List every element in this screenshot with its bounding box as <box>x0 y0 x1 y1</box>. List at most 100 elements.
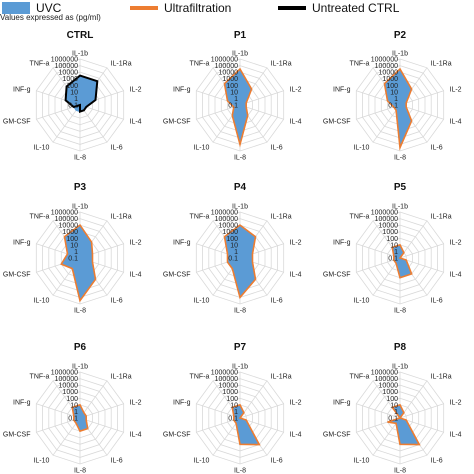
axis-label-inf-g: INF-g <box>13 239 31 246</box>
axis-label-inf-g: INF-g <box>13 399 31 406</box>
grid-spoke <box>196 403 241 419</box>
series-ultrafiltration <box>391 243 413 279</box>
axis-label-il-10: IL-10 <box>33 145 49 152</box>
ring-label: 100000 <box>375 63 398 70</box>
panel-title: P1 <box>234 30 247 41</box>
axis-label-tnf-a: TNF-a <box>350 373 370 380</box>
ring-label: 10 <box>390 89 398 96</box>
axis-label-gm-csf: GM-CSF <box>3 272 31 279</box>
ring-label: 100 <box>386 396 398 403</box>
axis-label-il-1ra: IL-1Ra <box>271 213 292 220</box>
axis-label-gm-csf: GM-CSF <box>323 119 351 126</box>
axis-label-il-1b: IL-1b <box>72 364 88 371</box>
axis-label-inf-g: INF-g <box>13 86 31 93</box>
ring-label: 10000 <box>379 383 399 390</box>
panel-title: CTRL <box>67 30 94 41</box>
axis-label-il-2: IL-2 <box>290 239 302 246</box>
axis-label-il-2: IL-2 <box>290 86 302 93</box>
axis-label-gm-csf: GM-CSF <box>163 432 191 439</box>
panel-title: P6 <box>74 342 87 353</box>
grid-spoke <box>239 104 284 120</box>
ring-label: 0.1 <box>388 103 398 110</box>
ring-label: 100 <box>386 83 398 90</box>
grid-spoke <box>399 104 444 120</box>
ring-label: 100000 <box>215 216 238 223</box>
ring-label: 10 <box>230 89 238 96</box>
panel-title: P8 <box>394 342 407 353</box>
grid-spoke <box>399 220 428 259</box>
grid-spoke <box>399 380 428 419</box>
ring-label: 0.1 <box>68 416 78 423</box>
axis-label-il-6: IL-6 <box>271 458 283 465</box>
ring-label: 10000 <box>59 223 79 230</box>
grid-spoke <box>52 104 81 143</box>
ring-label: 1000000 <box>51 57 78 64</box>
axis-label-il-4: IL-4 <box>290 119 302 126</box>
grid-spoke <box>239 90 284 106</box>
ring-label: 10 <box>230 402 238 409</box>
axis-label-il-6: IL-6 <box>111 298 123 305</box>
axis-label-il-1ra: IL-1Ra <box>271 373 292 380</box>
axis-label-il-1ra: IL-1Ra <box>111 213 132 220</box>
ring-label: 100 <box>226 236 238 243</box>
grid-spoke <box>79 417 124 433</box>
ring-label: 10 <box>70 242 78 249</box>
axis-label-il-8: IL-8 <box>74 308 86 315</box>
ring-label: 10000 <box>219 383 239 390</box>
axis-label-il-2: IL-2 <box>130 239 142 246</box>
axis-label-il-1b: IL-1b <box>392 204 408 211</box>
axis-label-il-1ra: IL-1Ra <box>431 60 452 67</box>
axis-label-il-2: IL-2 <box>290 399 302 406</box>
ring-label: 100000 <box>375 376 398 383</box>
series-ultrafiltration <box>383 67 413 151</box>
axis-label-il-1ra: IL-1Ra <box>111 373 132 380</box>
ring-label: 0.1 <box>388 256 398 263</box>
axis-label-il-1b: IL-1b <box>232 204 248 211</box>
panel-title: P5 <box>394 182 407 193</box>
ring-label: 1 <box>234 96 238 103</box>
axis-label-tnf-a: TNF-a <box>30 213 50 220</box>
ring-label: 1 <box>74 249 78 256</box>
ring-label: 10000 <box>379 70 399 77</box>
series-ultrafiltration <box>71 403 89 433</box>
ring-label: 100000 <box>215 376 238 383</box>
series-ultrafiltration <box>223 67 253 148</box>
axis-label-il-2: IL-2 <box>130 86 142 93</box>
ring-label: 10000 <box>219 223 239 230</box>
axis-label-il-4: IL-4 <box>290 272 302 279</box>
grid-spoke <box>356 257 401 273</box>
axis-label-il-6: IL-6 <box>271 145 283 152</box>
axis-label-il-4: IL-4 <box>450 119 462 126</box>
axis-label-il-10: IL-10 <box>193 145 209 152</box>
ring-label: 1000000 <box>211 210 238 217</box>
ring-label: 1000000 <box>371 57 398 64</box>
ring-label: 1000000 <box>211 57 238 64</box>
grid-spoke <box>79 104 108 143</box>
grid-spoke <box>399 257 444 273</box>
axis-label-il-8: IL-8 <box>234 155 246 162</box>
axis-label-tnf-a: TNF-a <box>350 60 370 67</box>
ring-label: 1000000 <box>371 210 398 217</box>
axis-label-il-8: IL-8 <box>234 468 246 474</box>
axis-label-il-6: IL-6 <box>431 298 443 305</box>
axis-label-inf-g: INF-g <box>173 399 191 406</box>
ring-label: 1 <box>74 96 78 103</box>
axis-label-il-4: IL-4 <box>130 432 142 439</box>
ring-label: 100 <box>226 396 238 403</box>
axis-label-il-2: IL-2 <box>450 399 462 406</box>
axis-label-il-1ra: IL-1Ra <box>431 373 452 380</box>
ring-label: 1000000 <box>51 370 78 377</box>
axis-label-il-8: IL-8 <box>234 308 246 315</box>
ring-label: 1 <box>394 409 398 416</box>
axis-label-il-8: IL-8 <box>394 308 406 315</box>
grid-spoke <box>356 403 401 419</box>
axis-label-tnf-a: TNF-a <box>30 60 50 67</box>
axis-label-il-10: IL-10 <box>33 298 49 305</box>
series-untreated-ctrl <box>64 74 99 113</box>
ring-label: 10 <box>390 242 398 249</box>
axis-label-il-1ra: IL-1Ra <box>111 60 132 67</box>
